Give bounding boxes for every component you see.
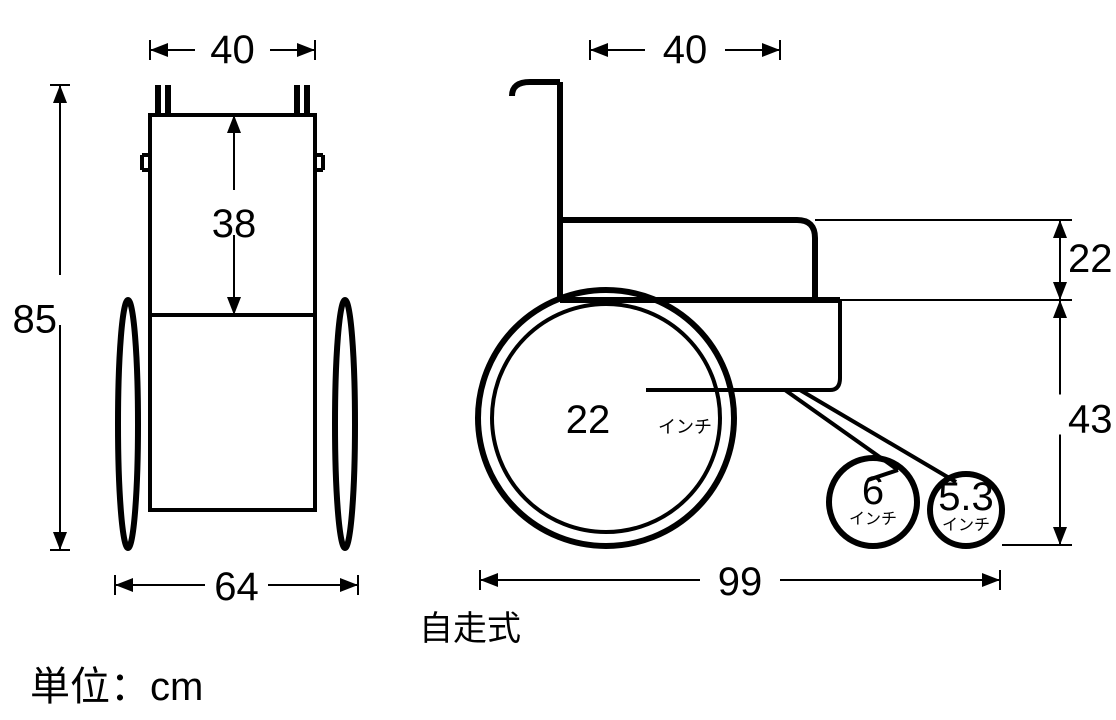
svg-text:インチ: インチ — [849, 511, 897, 528]
svg-text:22: 22 — [566, 398, 611, 442]
svg-text:40: 40 — [210, 28, 255, 72]
svg-text:43.5: 43.5 — [1068, 398, 1116, 442]
svg-text:99: 99 — [718, 560, 763, 604]
svg-text:64: 64 — [214, 565, 259, 609]
svg-text:22: 22 — [1068, 237, 1113, 281]
svg-text:5.3: 5.3 — [938, 475, 994, 519]
svg-text:40: 40 — [663, 28, 708, 72]
wheelchair-diagram: 854038644022インチ6インチ5.3インチ2243.599自走式単位：c… — [0, 0, 1116, 720]
svg-text:インチ: インチ — [942, 517, 990, 534]
svg-text:自走式: 自走式 — [419, 610, 521, 648]
svg-text:インチ: インチ — [658, 417, 712, 437]
svg-text:6: 6 — [862, 469, 884, 513]
svg-text:単位：cm: 単位：cm — [30, 665, 203, 709]
svg-text:85: 85 — [13, 298, 58, 342]
svg-text:38: 38 — [212, 202, 257, 246]
